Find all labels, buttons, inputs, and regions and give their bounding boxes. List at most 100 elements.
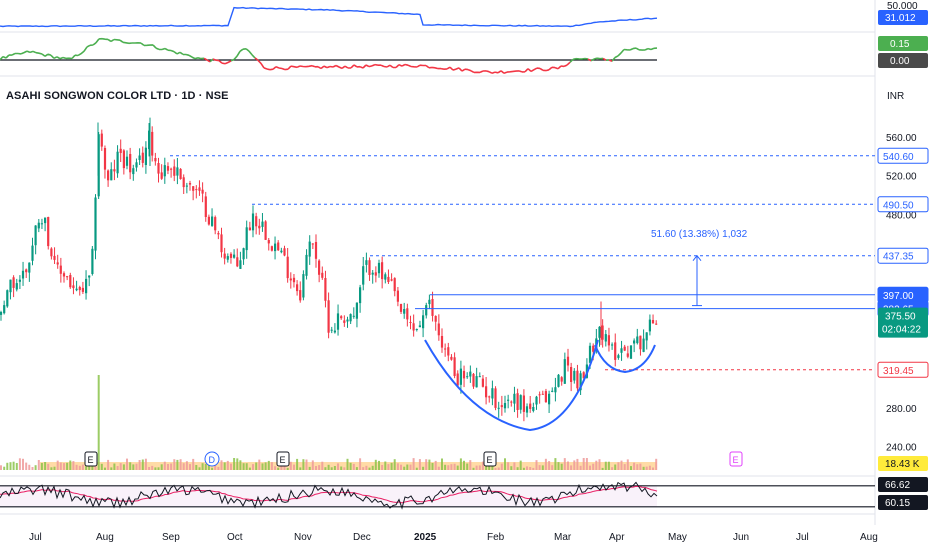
candle-body xyxy=(110,169,113,181)
volume-bar xyxy=(160,464,163,470)
volume-bar xyxy=(617,462,620,470)
candle-body xyxy=(267,240,270,244)
candle-body xyxy=(107,170,110,181)
y-tick-label: 520.00 xyxy=(886,172,917,183)
volume-bar xyxy=(22,458,24,470)
price-level-badge-label: 397.00 xyxy=(883,291,914,302)
candle-body xyxy=(431,299,434,316)
x-tick-label: Feb xyxy=(487,532,505,543)
candle-body xyxy=(623,346,626,351)
candles-group xyxy=(0,117,658,422)
x-tick-label: Jun xyxy=(733,532,749,543)
volume-badge xyxy=(878,456,928,471)
volume-bar xyxy=(31,467,34,470)
candle-body xyxy=(636,336,639,344)
x-tick-label: Jul xyxy=(796,532,809,543)
volume-bar xyxy=(463,460,465,470)
volume-bar xyxy=(97,375,100,470)
candle-body xyxy=(21,270,25,279)
volume-bar xyxy=(623,464,626,470)
candle-body xyxy=(428,299,431,305)
candle-body xyxy=(415,329,418,330)
volume-bar xyxy=(185,461,188,470)
candle-body xyxy=(223,253,226,259)
candle-body xyxy=(72,285,75,289)
volume-bar xyxy=(475,465,478,470)
volume-bar xyxy=(352,463,355,470)
candle-body xyxy=(340,316,343,319)
volume-bar xyxy=(551,465,554,470)
volume-bar xyxy=(516,467,519,470)
volume-bar xyxy=(589,465,591,470)
candle-body xyxy=(355,302,358,319)
candle-body xyxy=(15,283,18,290)
volume-bar xyxy=(456,465,459,470)
candle-body xyxy=(434,316,437,322)
volume-bar xyxy=(157,467,160,470)
candle-body xyxy=(311,243,314,245)
candle-body xyxy=(548,393,551,405)
volume-bar xyxy=(195,465,198,470)
dividend-event-marker xyxy=(204,451,220,467)
volume-bar xyxy=(110,467,113,470)
volume-bar xyxy=(135,463,138,470)
candle-body xyxy=(604,334,607,342)
price-level-badge xyxy=(877,196,929,213)
volume-bar xyxy=(299,467,302,470)
volume-bar xyxy=(614,464,617,470)
volume-bar xyxy=(418,459,421,470)
candle-body xyxy=(491,388,494,399)
volume-bar xyxy=(576,458,579,470)
volume-bar xyxy=(12,461,15,470)
earnings-event-marker xyxy=(276,451,290,467)
candle-body xyxy=(588,345,592,363)
candle-body xyxy=(592,345,595,352)
volume-bar xyxy=(526,466,528,470)
candle-body xyxy=(519,395,522,410)
candle-body xyxy=(418,325,421,328)
volume-bar xyxy=(349,462,352,470)
volume-bar xyxy=(81,464,84,470)
volume-bar xyxy=(626,459,629,470)
volume-bar xyxy=(9,462,12,470)
volume-bar xyxy=(201,463,204,470)
candle-body xyxy=(31,245,34,261)
measure-arrowhead xyxy=(692,254,702,262)
currency-label[interactable]: INR xyxy=(887,91,905,102)
candle-body xyxy=(469,371,472,377)
candle-body xyxy=(37,222,40,229)
event-label: E xyxy=(88,455,94,465)
volume-bar xyxy=(567,461,569,470)
candle-body xyxy=(261,221,264,227)
volume-bar xyxy=(163,461,166,470)
candle-body xyxy=(611,344,614,346)
volume-bar xyxy=(466,463,469,470)
volume-bar xyxy=(592,463,595,470)
x-tick-label: Sep xyxy=(162,532,180,543)
candle-body xyxy=(59,265,62,274)
candle-body xyxy=(18,279,21,282)
volume-bar xyxy=(129,462,132,470)
volume-bar xyxy=(371,465,374,470)
volume-bar xyxy=(37,460,40,470)
event-label: E xyxy=(487,455,493,465)
candle-body xyxy=(541,393,544,395)
candle-body xyxy=(144,147,147,165)
volume-bar xyxy=(104,467,106,470)
candle-body xyxy=(330,329,333,331)
cup-pattern-arc xyxy=(424,339,599,432)
candle-body xyxy=(488,396,491,398)
volume-bar xyxy=(179,459,182,470)
volume-bar xyxy=(34,465,37,470)
volume-bar xyxy=(264,462,267,470)
candle-body xyxy=(607,335,610,346)
volume-bar xyxy=(311,460,314,470)
candle-body xyxy=(9,279,12,293)
volume-bar xyxy=(447,465,450,470)
candle-body xyxy=(336,313,340,330)
candle-body xyxy=(440,336,444,348)
candle-body xyxy=(122,150,125,169)
event-label: D xyxy=(209,455,216,465)
candle-body xyxy=(176,167,179,176)
